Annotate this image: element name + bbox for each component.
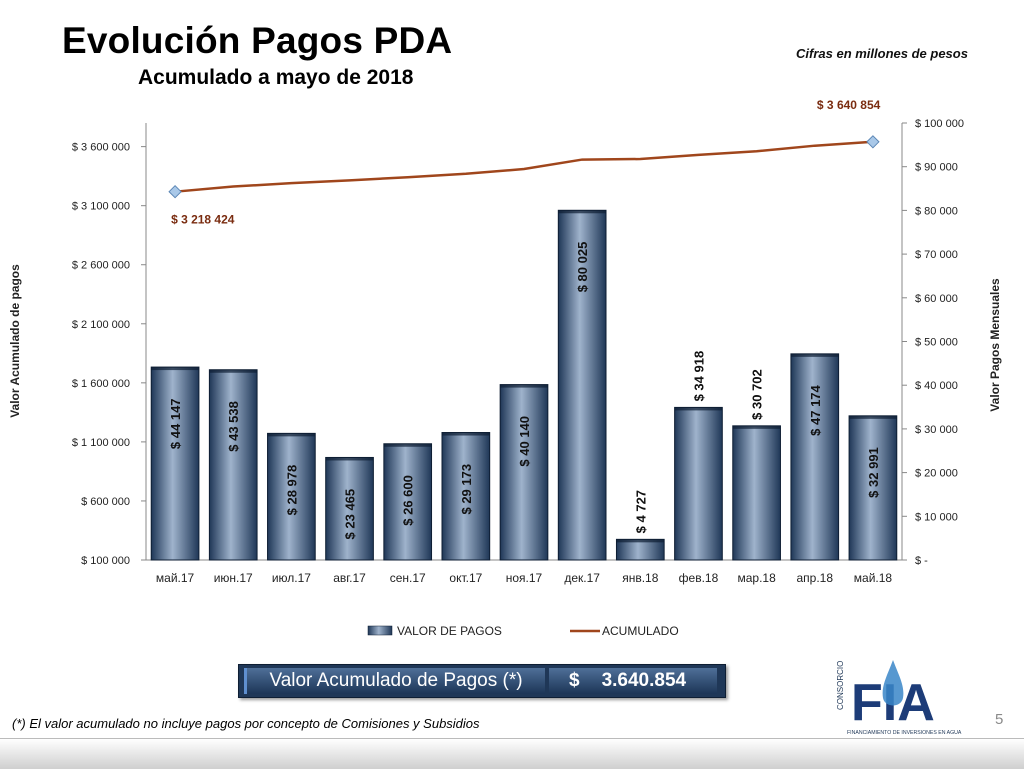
footnote: (*) El valor acumulado no incluye pagos … (12, 716, 480, 731)
right-tick-label: $ 40 000 (915, 380, 958, 392)
bar-cap (674, 407, 723, 411)
bar-payment (208, 369, 258, 561)
right-tick-label: $ 90 000 (915, 162, 958, 174)
fia-logo: CONSORCIO FIA FINANCIAMIENTO DE INVERSIO… (836, 660, 962, 736)
x-tick-label: дек.17 (564, 571, 600, 585)
bar-payment (848, 415, 898, 561)
bar-payment (383, 443, 433, 561)
bar-cap (442, 432, 490, 436)
bar-data-label: $ 47 174 (808, 384, 823, 435)
bar-data-label: $ 32 991 (866, 447, 881, 498)
bar-data-label: $ 44 147 (168, 398, 183, 449)
bar-data-label: $ 34 918 (691, 351, 706, 402)
bar-data-label: $ 30 702 (750, 369, 765, 420)
summary-currency: $ (569, 670, 580, 691)
line-marker (866, 135, 880, 149)
x-tick-label: июн.17 (214, 571, 253, 585)
bar-cap (616, 539, 665, 543)
annotation-end: $ 3 640 854 (817, 98, 881, 112)
bar-cap (209, 369, 258, 373)
bar-payment (325, 456, 374, 561)
units-note: Cifras en millones de pesos (796, 46, 968, 61)
right-tick-label: $ 50 000 (915, 337, 958, 349)
bar-data-label: $ 23 465 (343, 489, 358, 540)
left-tick-label: $ 600 000 (81, 496, 130, 508)
logo-consorcio: CONSORCIO (836, 661, 845, 710)
bar-payment (674, 406, 723, 561)
left-tick-label: $ 1 600 000 (72, 378, 130, 390)
line-accumulated (174, 140, 874, 193)
left-tick-label: $ 2 600 000 (72, 260, 130, 272)
bar-data-label: $ 40 140 (517, 416, 532, 467)
bar-data-label: $ 80 025 (575, 242, 590, 293)
x-tick-label: сен.17 (390, 571, 426, 585)
right-axis-title: Valor Pagos Mensuales (988, 278, 1002, 412)
bar-payment (732, 425, 781, 561)
bar-data-label: $ 26 600 (401, 475, 416, 526)
bar-payment (790, 353, 840, 561)
water-drop-icon (882, 660, 904, 706)
x-tick-label: мар.18 (737, 571, 776, 585)
x-tick-label: май.17 (156, 571, 195, 585)
summary-value-cell: $3.640.854 (549, 668, 717, 694)
x-tick-label: ноя.17 (506, 571, 543, 585)
right-tick-label: $ 30 000 (915, 424, 958, 436)
legend-label-line: ACUMULADO (602, 624, 679, 638)
right-tick-label: $ 100 000 (915, 118, 964, 130)
summary-box: Valor Acumulado de Pagos (*) $3.640.854 (238, 664, 726, 698)
bar-payment (267, 432, 316, 561)
bar-cap (151, 367, 199, 371)
bar-cap (500, 384, 548, 388)
legend-swatch-bars (367, 625, 393, 636)
bar-data-label: $ 28 978 (284, 465, 299, 516)
bar-data-label: $ 4 727 (633, 490, 648, 533)
x-tick-label: июл.17 (272, 571, 311, 585)
x-tick-label: фев.18 (679, 571, 719, 585)
right-tick-label: $ 60 000 (915, 293, 958, 305)
annotation-start: $ 3 218 424 (171, 213, 235, 227)
left-tick-label: $ 2 100 000 (72, 319, 130, 331)
right-tick-label: $ 70 000 (915, 249, 958, 261)
right-tick-label: $ 20 000 (915, 468, 958, 480)
bar-cap (267, 433, 316, 437)
bar-data-label: $ 43 538 (226, 401, 241, 452)
right-tick-label: $ 10 000 (915, 511, 958, 523)
bar-cap (558, 210, 606, 214)
bar-cap (325, 457, 374, 461)
right-tick-label: $ - (915, 555, 928, 567)
bar-cap (732, 425, 781, 429)
right-tick-label: $ 80 000 (915, 205, 958, 217)
bar-payment (557, 209, 607, 561)
summary-value: 3.640.854 (601, 670, 687, 691)
bar-cap (849, 415, 897, 419)
bottom-band (0, 738, 1024, 769)
bar-cap (790, 353, 839, 357)
x-tick-label: авг.17 (333, 571, 366, 585)
bar-payment (615, 538, 665, 561)
page-subtitle: Acumulado a mayo de 2018 (138, 66, 414, 89)
left-tick-label: $ 3 100 000 (72, 201, 130, 213)
x-tick-label: май.18 (854, 571, 893, 585)
x-tick-label: янв.18 (622, 571, 659, 585)
bar-payment (499, 384, 549, 561)
left-tick-label: $ 1 100 000 (72, 437, 130, 449)
bar-payment (150, 366, 200, 561)
logo-tagline: FINANCIAMIENTO DE INVERSIONES EN AGUA (847, 730, 962, 736)
bar-data-label: $ 29 173 (459, 464, 474, 515)
legend-label-bars: VALOR DE PAGOS (397, 624, 502, 638)
summary-label: Valor Acumulado de Pagos (*) (244, 668, 545, 694)
left-axis-title: Valor Acumulado de pagos (8, 264, 22, 418)
line-marker (168, 184, 182, 199)
page-title: Evolución Pagos PDA (62, 20, 453, 61)
x-tick-label: окт.17 (449, 571, 482, 585)
left-tick-label: $ 3 600 000 (72, 142, 130, 154)
bar-cap (383, 443, 432, 447)
page-number: 5 (995, 711, 1004, 728)
payments-chart: $ 100 000 $ 600 000 $ 1 100 000 $ 1 600 000… (8, 98, 1002, 638)
left-tick-label: $ 100 000 (81, 555, 130, 567)
x-tick-label: апр.18 (797, 571, 834, 585)
